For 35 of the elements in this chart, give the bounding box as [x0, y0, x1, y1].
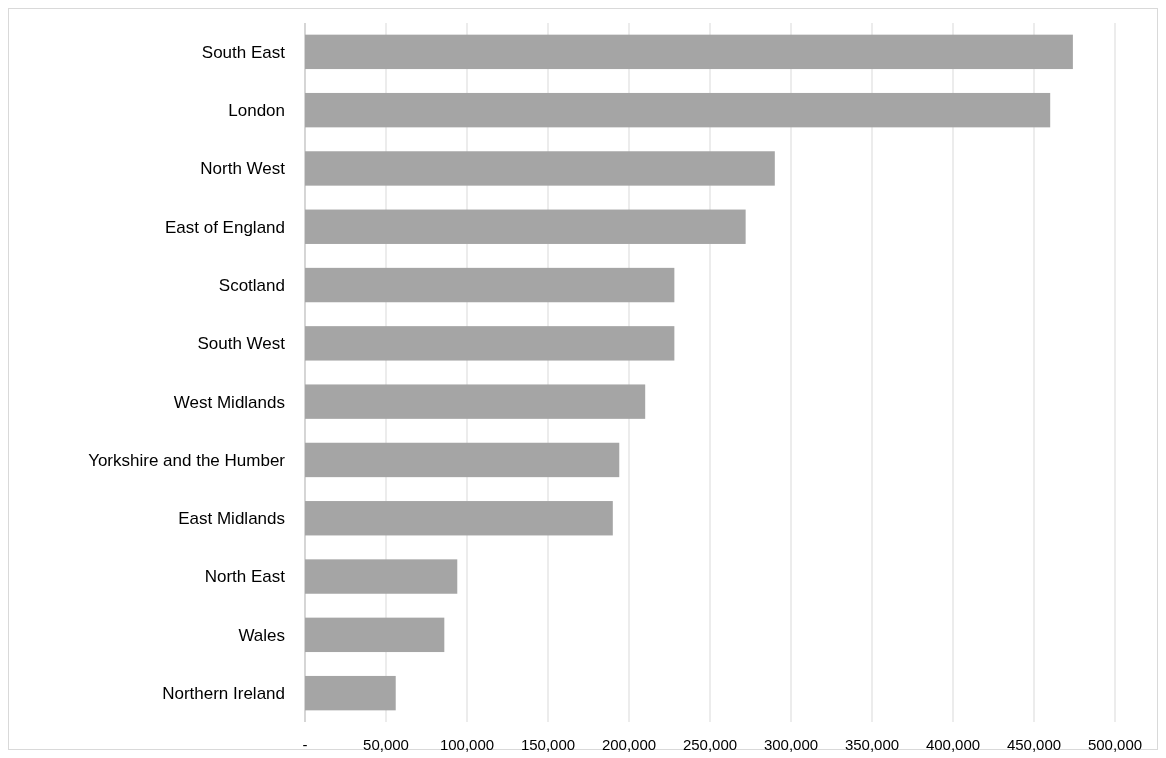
bar: [305, 617, 445, 653]
y-tick-label: South West: [197, 334, 286, 354]
bar: [305, 384, 646, 419]
y-tick-label: Wales: [238, 625, 285, 645]
y-tick-label: London: [228, 101, 285, 121]
y-tick-label: Yorkshire and the Humber: [88, 450, 286, 470]
y-tick-label: North East: [204, 567, 286, 587]
y-tick-label: North West: [200, 159, 286, 179]
x-tick-label: 250,000: [682, 736, 738, 753]
bar: [305, 442, 620, 478]
bar: [305, 92, 1051, 128]
y-tick-label: Scotland: [218, 276, 285, 295]
x-tick-label: 300,000: [763, 736, 819, 753]
x-tick-label: 150,000: [520, 736, 576, 753]
y-tick-label: South East: [201, 42, 286, 62]
y-tick-label: East Midlands: [178, 509, 285, 529]
bar: [305, 675, 396, 711]
y-tick-label: East of England: [164, 217, 285, 237]
bar: [305, 326, 675, 361]
y-tick-label: Northern Ireland: [162, 684, 285, 704]
x-tick-label: 500,000: [1087, 736, 1143, 753]
bar: [305, 209, 746, 244]
bar: [305, 34, 1073, 70]
x-tick-label: 350,000: [844, 736, 900, 753]
x-tick-label: 200,000: [601, 736, 657, 753]
bar: [305, 151, 775, 186]
bar: [305, 501, 613, 536]
y-tick-label: West Midlands: [173, 392, 285, 412]
x-tick-label: 450,000: [1006, 736, 1062, 753]
x-tick-label: 50,000: [363, 736, 409, 753]
x-tick-label: -: [302, 736, 308, 753]
bar: [305, 559, 458, 594]
x-tick-label: 400,000: [925, 736, 981, 753]
bar: [305, 267, 675, 303]
x-tick-label: 100,000: [439, 736, 495, 753]
